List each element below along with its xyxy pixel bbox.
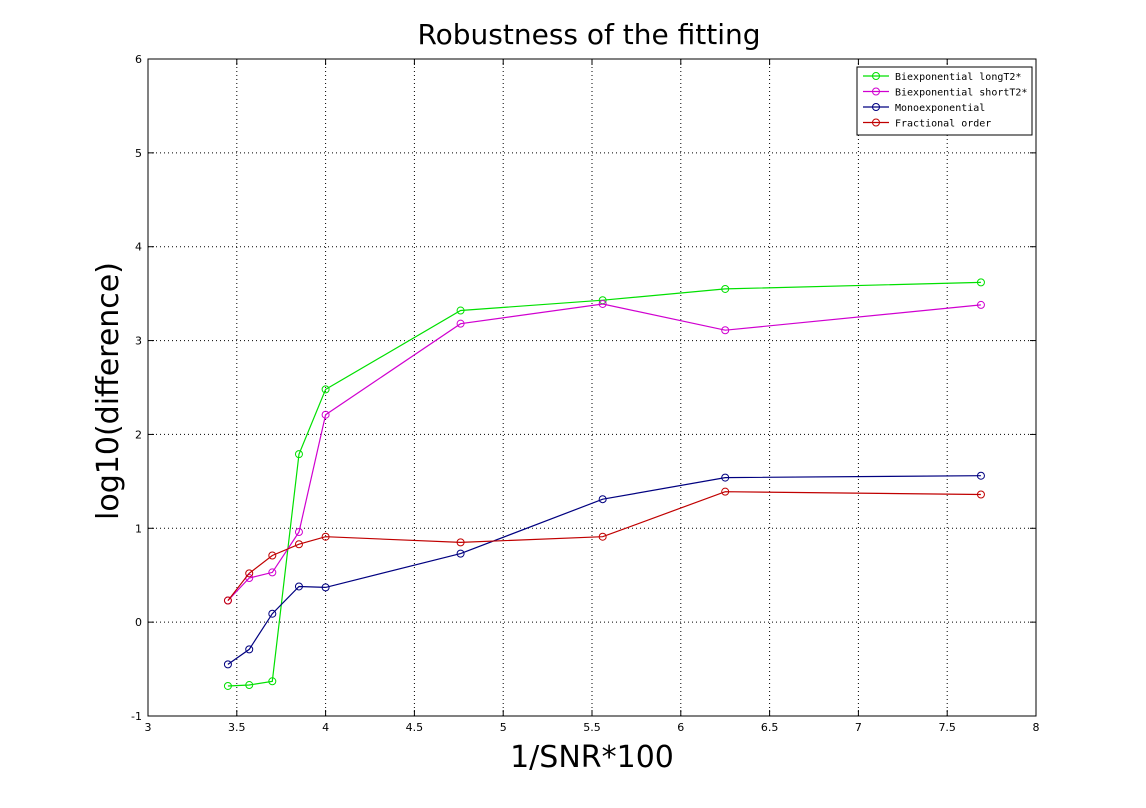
y-axis-label: log10(difference) [91,262,126,520]
data-point [294,450,303,459]
legend-marker [872,72,880,80]
data-point [456,549,465,558]
series-line-4 [227,491,981,601]
legend: Biexponential longT2* Biexponential short… [856,66,1033,136]
data-point [721,284,730,293]
data-point [976,278,985,287]
data-point [223,596,232,605]
data-point [268,609,277,618]
data-point [321,583,330,592]
y-tick-label: 6 [135,53,142,66]
legend-box [856,66,1033,136]
chart-title: Robustness of the fitting [417,18,760,51]
y-tick-label: 0 [135,616,142,629]
data-point [321,410,330,419]
data-point [456,306,465,315]
x-tick-label: 4.5 [406,721,424,734]
legend-entry-label: Fractional order [895,119,991,130]
legend-entry-label: Monoexponential [895,103,985,114]
x-tick-label: 3.5 [228,721,246,734]
series-line-2 [227,303,981,602]
data-point [245,681,254,690]
data-point [245,645,254,654]
x-tick-label: 6 [677,721,684,734]
y-tick-label: 4 [135,241,142,254]
x-tick-label: 6.5 [761,721,779,734]
data-point [223,660,232,669]
data-point [598,495,607,504]
data-point [321,532,330,541]
data-point [321,385,330,394]
legend-marker [872,103,880,111]
data-point [721,326,730,335]
plot-area: 3 3.5 4 4.5 5 5.5 6 6.5 7 7.5 8 -1 0 1 2 3 4 5 6 [131,53,1039,734]
data-point [268,551,277,560]
y-tick-label: 5 [135,147,142,160]
x-tick-label: 8 [1033,721,1040,734]
y-tick-label: 3 [135,335,142,348]
y-tick-label: -1 [131,710,142,723]
x-axis-label: 1/SNR*100 [510,740,674,775]
y-tick-label: 1 [135,522,142,535]
legend-marker [872,118,880,127]
data-point [456,538,465,547]
series-line-1 [227,281,981,687]
legend-marker [872,87,880,96]
series-line-3 [227,475,981,665]
y-tick-label: 2 [135,428,142,441]
x-tick-label: 7.5 [938,721,956,734]
data-point [245,569,254,578]
data-point [721,487,730,496]
data-point [268,568,277,577]
data-point [721,473,730,482]
x-tick-label: 4 [322,721,329,734]
data-point [598,532,607,541]
data-point [976,490,985,499]
legend-entry-label: Biexponential shortT2* [895,88,1027,99]
x-tick-label: 3 [145,721,152,734]
x-tick-label: 5 [500,721,507,734]
x-tick-label: 7 [855,721,862,734]
data-point [598,299,607,308]
data-point [294,582,303,591]
data-point [268,677,277,686]
legend-entry-label: Biexponential longT2* [895,72,1021,83]
data-point [294,540,303,549]
data-point [456,319,465,328]
data-point [976,300,985,309]
data-point [294,528,303,537]
x-tick-label: 5.5 [583,721,601,734]
data-point [223,681,232,690]
data-point [976,471,985,480]
